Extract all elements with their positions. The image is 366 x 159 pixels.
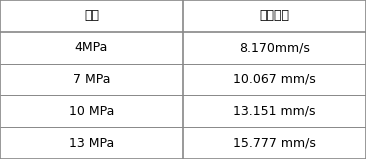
Text: 压强: 压强 [84,9,99,22]
Text: 10.067 mm/s: 10.067 mm/s [233,73,316,86]
Text: 平均燃速: 平均燃速 [259,9,290,22]
Bar [0,95,183,127]
Text: 4MPa: 4MPa [75,41,108,54]
Bar [183,95,366,127]
Bar [0,127,183,159]
Bar [0,0,183,32]
Bar [183,32,366,64]
Bar [183,64,366,95]
Text: 7 MPa: 7 MPa [73,73,110,86]
Bar [183,0,366,32]
Text: 10 MPa: 10 MPa [69,105,114,118]
Bar [183,127,366,159]
Text: 13.151 mm/s: 13.151 mm/s [233,105,316,118]
Text: 15.777 mm/s: 15.777 mm/s [233,137,316,150]
Text: 13 MPa: 13 MPa [69,137,114,150]
Text: 8.170mm/s: 8.170mm/s [239,41,310,54]
Bar [0,32,183,64]
Bar [0,64,183,95]
